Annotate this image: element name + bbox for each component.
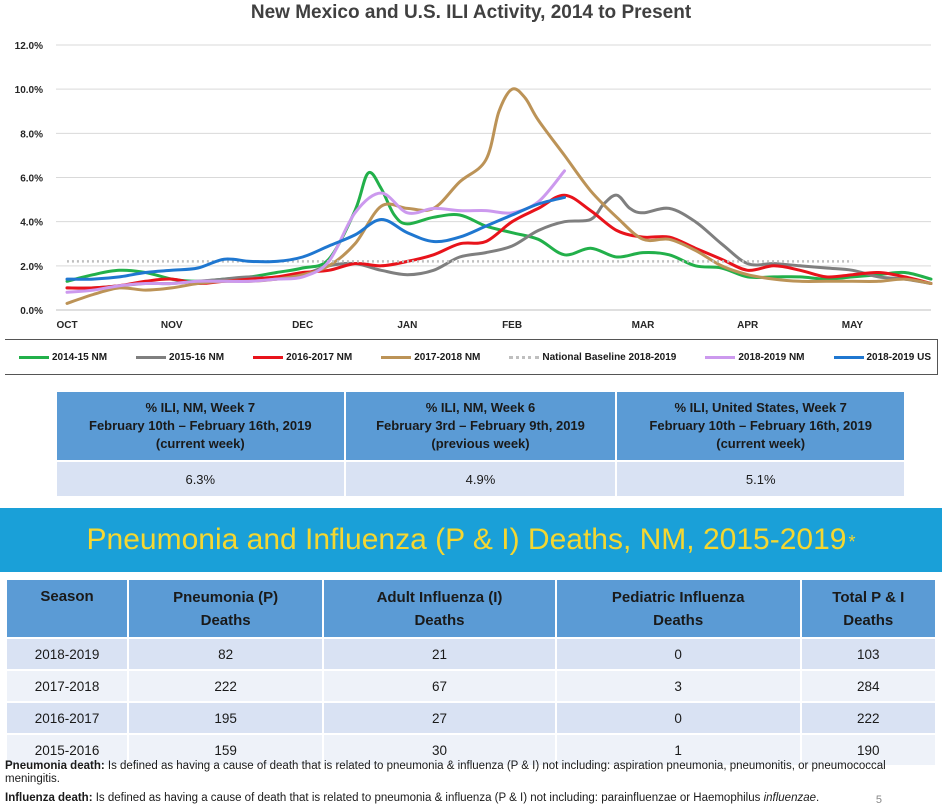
legend-item-2017-2018-nm: 2017-2018 NM bbox=[381, 352, 480, 363]
table-row: 2016-2017 195 27 0 222 bbox=[7, 703, 935, 733]
x-month-label: NOV bbox=[161, 320, 183, 331]
table-cell: 27 bbox=[324, 703, 555, 733]
table-cell: 284 bbox=[801, 671, 935, 701]
table-cell: 82 bbox=[129, 639, 323, 669]
y-tick-label: 12.0% bbox=[15, 41, 43, 52]
table-row: 2018-2019 82 21 0 103 bbox=[7, 639, 935, 669]
legend-swatch bbox=[19, 355, 49, 359]
table-cell: 30 bbox=[324, 735, 555, 765]
table-row: 2015-2016 159 30 1 190 bbox=[7, 735, 935, 765]
influenza-definition: Influenza death: Is defined as having a … bbox=[5, 792, 820, 804]
x-month-label: OCT bbox=[56, 320, 77, 331]
pi-section-title: Pneumonia and Influenza (P & I) Deaths, … bbox=[86, 523, 847, 556]
x-month-label: APR bbox=[737, 320, 759, 331]
y-tick-label: 10.0% bbox=[15, 85, 43, 96]
y-tick-label: 6.0% bbox=[20, 174, 43, 185]
series-line-2016-2017-nm bbox=[65, 193, 933, 290]
table-cell: 195 bbox=[129, 703, 323, 733]
y-tick-label: 2.0% bbox=[20, 262, 43, 273]
legend-item-2016-2017-nm: 2016-2017 NM bbox=[253, 352, 352, 363]
ili-value-nm-week6: 4.9% bbox=[345, 462, 616, 496]
ili-header-nm-week7: % ILI, NM, Week 7 February 10th – Februa… bbox=[57, 392, 344, 460]
x-month-label: JAN bbox=[397, 320, 417, 331]
legend-label: National Baseline 2018-2019 bbox=[542, 351, 677, 363]
table-cell: 190 bbox=[801, 735, 935, 765]
table-cell: 103 bbox=[801, 639, 935, 669]
pi-header-adult-influenza-i: Adult Influenza (I) Deaths bbox=[324, 580, 555, 637]
pi-header-pediatric-influenza: Pediatric Influenza Deaths bbox=[556, 580, 800, 637]
x-month-label: FEB bbox=[502, 320, 522, 331]
legend-item-2015-16-nm: 2015-16 NM bbox=[136, 352, 224, 363]
page-number: 5 bbox=[875, 794, 882, 806]
chart-legend: 2014-15 NM 2015-16 NM 2016-2017 NM 2017-201… bbox=[5, 339, 938, 375]
pi-section-banner: Pneumonia and Influenza (P & I) Deaths, … bbox=[0, 508, 942, 572]
legend-label: 2014-15 NM bbox=[52, 351, 108, 363]
ili-line-chart: 0.0% 2.0% 4.0% 6.0% 8.0% 10.0% 12.0% OCT NOV DEC J… bbox=[15, 41, 933, 331]
ili-value-nm-week7: 6.3% bbox=[57, 462, 344, 496]
pi-deaths-table: Season Pneumonia (P) Deaths Adult Influenza… bbox=[5, 578, 937, 767]
series-line-2018-2019-nm bbox=[65, 169, 566, 294]
legend-item-2014-15-nm: 2014-15 NM bbox=[19, 352, 107, 363]
legend-label: 2015-16 NM bbox=[169, 351, 225, 363]
pi-header-total-p-i: Total P & I Deaths bbox=[801, 580, 935, 637]
legend-item-national-baseline-2018-2019: National Baseline 2018-2019 bbox=[509, 352, 676, 363]
legend-label: 2017-2018 NM bbox=[414, 351, 481, 363]
pi-header-season: Season bbox=[7, 580, 128, 637]
pi-footnote-star: * bbox=[848, 531, 856, 552]
x-month-label: MAY bbox=[842, 320, 864, 331]
table-cell: 1 bbox=[556, 735, 800, 765]
table-cell: 21 bbox=[324, 639, 555, 669]
x-month-label: DEC bbox=[292, 320, 313, 331]
y-tick-label: 0.0% bbox=[20, 306, 43, 317]
legend-swatch bbox=[509, 355, 540, 359]
ili-header-nm-week6: % ILI, NM, Week 6 February 3rd – Februar… bbox=[345, 392, 616, 460]
legend-swatch bbox=[253, 355, 284, 359]
table-cell: 0 bbox=[556, 639, 800, 669]
y-tick-label: 8.0% bbox=[20, 129, 43, 140]
legend-item-2018-2019-us: 2018-2019 US bbox=[833, 351, 932, 363]
ili-header-us-week7: % ILI, United States, Week 7 February 10… bbox=[617, 392, 904, 460]
table-cell: 67 bbox=[324, 671, 555, 701]
legend-swatch bbox=[705, 355, 736, 359]
table-cell: 222 bbox=[129, 671, 323, 701]
table-cell: 0 bbox=[556, 703, 800, 733]
y-tick-label: 4.0% bbox=[20, 218, 43, 229]
table-cell: 2016-2017 bbox=[7, 703, 128, 733]
x-month-label: MAR bbox=[632, 320, 656, 331]
legend-swatch bbox=[833, 355, 864, 359]
table-cell: 2018-2019 bbox=[7, 639, 128, 669]
pi-header-pneumonia-p: Pneumonia (P) Deaths bbox=[129, 580, 323, 637]
series-line-2015-16-nm bbox=[65, 193, 933, 290]
chart-title: New Mexico and U.S. ILI Activity, 2014 t… bbox=[250, 2, 692, 23]
table-cell: 222 bbox=[801, 703, 935, 733]
table-cell: 159 bbox=[129, 735, 323, 765]
series-line-2018-2019-us bbox=[65, 195, 566, 281]
legend-label: 2016-2017 NM bbox=[286, 351, 353, 363]
legend-label: 2018-2019 NM bbox=[738, 351, 805, 363]
table-row: 2017-2018 222 67 3 284 bbox=[7, 671, 935, 701]
pneumonia-definition: Pneumonia death: Is defined as having a … bbox=[5, 760, 886, 785]
table-cell: 3 bbox=[556, 671, 800, 701]
table-cell: 2015-2016 bbox=[7, 735, 128, 765]
ili-value-us-week7: 5.1% bbox=[617, 462, 904, 496]
legend-item-2018-2019-nm: 2018-2019 NM bbox=[705, 351, 805, 363]
ili-summary-table: % ILI, NM, Week 7 February 10th – Februa… bbox=[55, 390, 906, 498]
legend-swatch bbox=[136, 355, 167, 359]
legend-label: 2018-2019 US bbox=[866, 351, 932, 363]
table-cell: 2017-2018 bbox=[7, 671, 128, 701]
legend-swatch bbox=[381, 355, 412, 359]
